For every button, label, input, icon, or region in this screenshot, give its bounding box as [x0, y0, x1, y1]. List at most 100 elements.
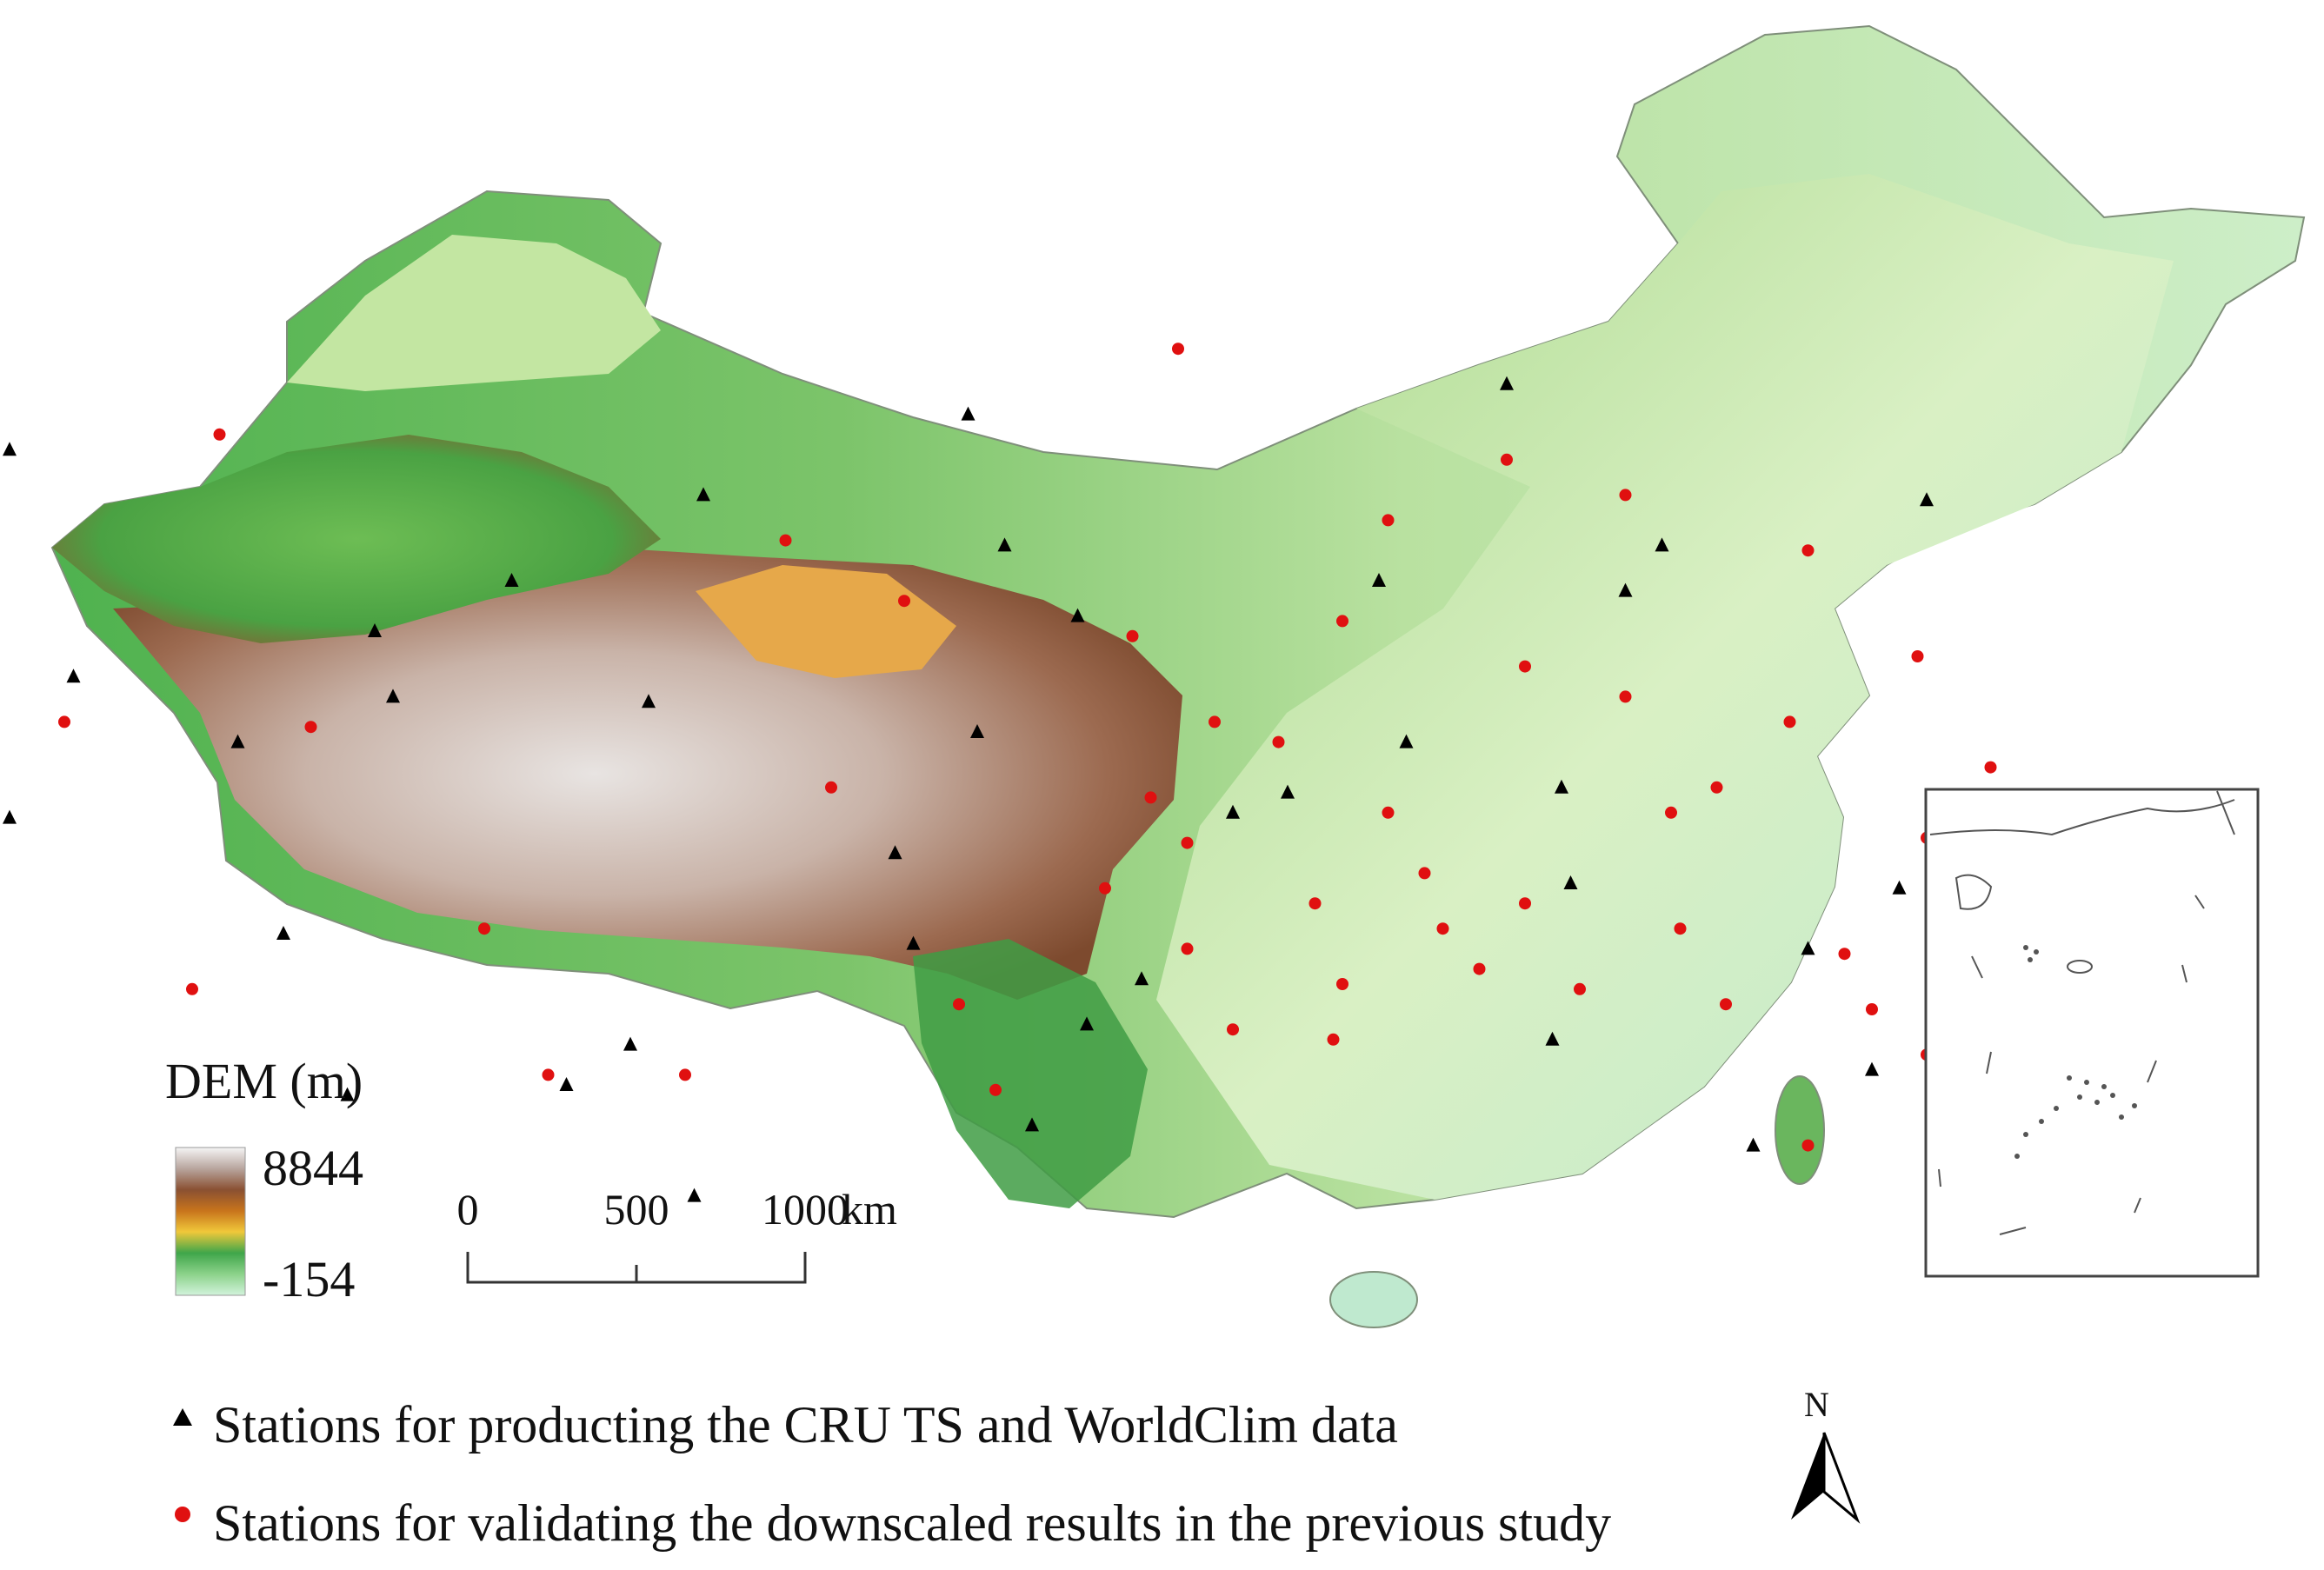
legend-validation-label: Stations for validating the downscaled r…: [213, 1494, 1612, 1552]
validation-station-marker: [1436, 922, 1449, 935]
validation-station-marker: [1984, 761, 1997, 774]
cru-station-marker: [1372, 573, 1386, 587]
cru-station-marker: [559, 1077, 574, 1091]
cru-station-marker: [1655, 537, 1669, 552]
cru-station-marker: [687, 1187, 702, 1202]
validation-station-marker: [186, 982, 198, 995]
validation-station-marker: [1144, 791, 1157, 804]
validation-station-marker: [679, 1068, 691, 1081]
validation-station-marker: [989, 1083, 1002, 1096]
scale-tick-0: 0: [456, 1185, 479, 1234]
validation-station-marker: [1519, 897, 1531, 910]
cru-station-marker: [1555, 779, 1568, 794]
validation-station-marker: [58, 715, 70, 728]
validation-station-marker: [953, 998, 965, 1011]
legend-cru-label: Stations for producting the CRU TS and W…: [213, 1396, 1398, 1454]
north-arrow-icon: [1791, 1432, 1861, 1524]
cru-station-marker: [1920, 492, 1934, 507]
validation-station-marker: [478, 922, 490, 935]
cru-station-marker: [386, 689, 400, 703]
cru-station-marker: [3, 809, 17, 824]
cru-station-marker: [1545, 1031, 1560, 1046]
validation-station-marker: [1783, 715, 1796, 728]
validation-station-marker: [898, 595, 910, 608]
validation-station-marker: [1710, 781, 1723, 794]
validation-station-marker: [1838, 948, 1851, 961]
validation-station-marker: [1665, 806, 1677, 819]
cru-station-marker: [1892, 880, 1907, 895]
validation-station-marker: [1519, 660, 1531, 673]
validation-station-legend-icon: [175, 1507, 190, 1522]
cru-station-marker: [642, 694, 656, 708]
cru-station-marker: [276, 926, 290, 940]
qaidam-basin: [696, 565, 956, 678]
dem-max-label: 8844: [263, 1140, 363, 1196]
cru-station-marker: [66, 669, 81, 683]
validation-station-marker: [1327, 1033, 1340, 1046]
cru-station-marker: [696, 487, 710, 502]
north-label: N: [1804, 1385, 1829, 1424]
dzungaria-basin: [287, 235, 661, 391]
cru-station-marker: [1399, 734, 1414, 748]
cru-station-marker: [1281, 784, 1295, 799]
validation-station-marker: [779, 534, 792, 547]
validation-station-marker: [1272, 735, 1285, 748]
yunnan-highlands: [913, 939, 1148, 1208]
validation-station-marker: [1473, 962, 1486, 975]
cru-station-marker: [1801, 941, 1815, 955]
cru-station-marker: [906, 935, 921, 950]
validation-station-marker: [1308, 897, 1322, 910]
south-china-sea-inset: [1924, 788, 2260, 1278]
validation-station-marker: [1866, 1003, 1878, 1015]
validation-station-marker: [542, 1068, 555, 1081]
cru-station-marker: [368, 623, 382, 637]
cru-station-marker: [1135, 971, 1149, 986]
cru-station-legend-icon: [173, 1408, 192, 1426]
cru-station-marker: [230, 734, 245, 748]
cru-station-marker: [1025, 1117, 1039, 1132]
validation-station-marker: [1172, 343, 1184, 356]
validation-station-marker: [825, 781, 837, 794]
validation-station-marker: [1801, 1139, 1815, 1152]
validation-station-marker: [1181, 942, 1194, 955]
cru-station-marker: [1500, 376, 1514, 390]
validation-station-marker: [1674, 922, 1687, 935]
cru-station-marker: [1746, 1137, 1761, 1152]
tarim-basin: [52, 435, 661, 643]
cru-station-marker: [1618, 582, 1633, 597]
cru-station-marker: [623, 1036, 637, 1051]
cru-station-marker: [1226, 804, 1240, 819]
cru-station-marker: [3, 442, 17, 456]
validation-station-marker: [1418, 867, 1431, 880]
cru-station-marker: [504, 573, 519, 587]
cru-station-marker: [1865, 1061, 1879, 1076]
validation-station-marker: [1382, 514, 1395, 527]
cru-worldclim-station-layer: [3, 376, 1934, 1202]
dem-legend-title: DEM (m): [165, 1053, 363, 1109]
cru-station-marker: [1563, 875, 1578, 889]
scale-tick-500: 500: [603, 1185, 669, 1234]
validation-station-marker: [1126, 629, 1139, 642]
validation-station-marker: [1382, 806, 1395, 819]
scale-tick-1000: 1000: [762, 1185, 849, 1234]
validation-station-marker: [1181, 836, 1194, 849]
validation-station-marker: [1336, 978, 1348, 990]
eastern-lowlands: [1156, 174, 2174, 1200]
validation-station-marker: [1574, 982, 1586, 995]
validation-station-marker: [1911, 650, 1924, 662]
scale-bar: [466, 1252, 807, 1284]
validation-station-marker: [213, 428, 226, 441]
validation-station-marker: [1227, 1023, 1239, 1036]
cru-station-marker: [1070, 608, 1085, 622]
cru-station-marker: [997, 537, 1012, 552]
cru-station-marker: [961, 406, 976, 421]
validation-station-marker: [1099, 881, 1111, 895]
dem-min-label: -154: [263, 1251, 356, 1307]
validation-station-marker: [304, 721, 317, 734]
dem-legend-ramp: [175, 1147, 246, 1296]
validation-station-marker: [1336, 615, 1348, 628]
cru-station-marker: [888, 845, 902, 860]
validation-station-marker: [1619, 489, 1632, 502]
cru-station-marker: [970, 724, 984, 738]
